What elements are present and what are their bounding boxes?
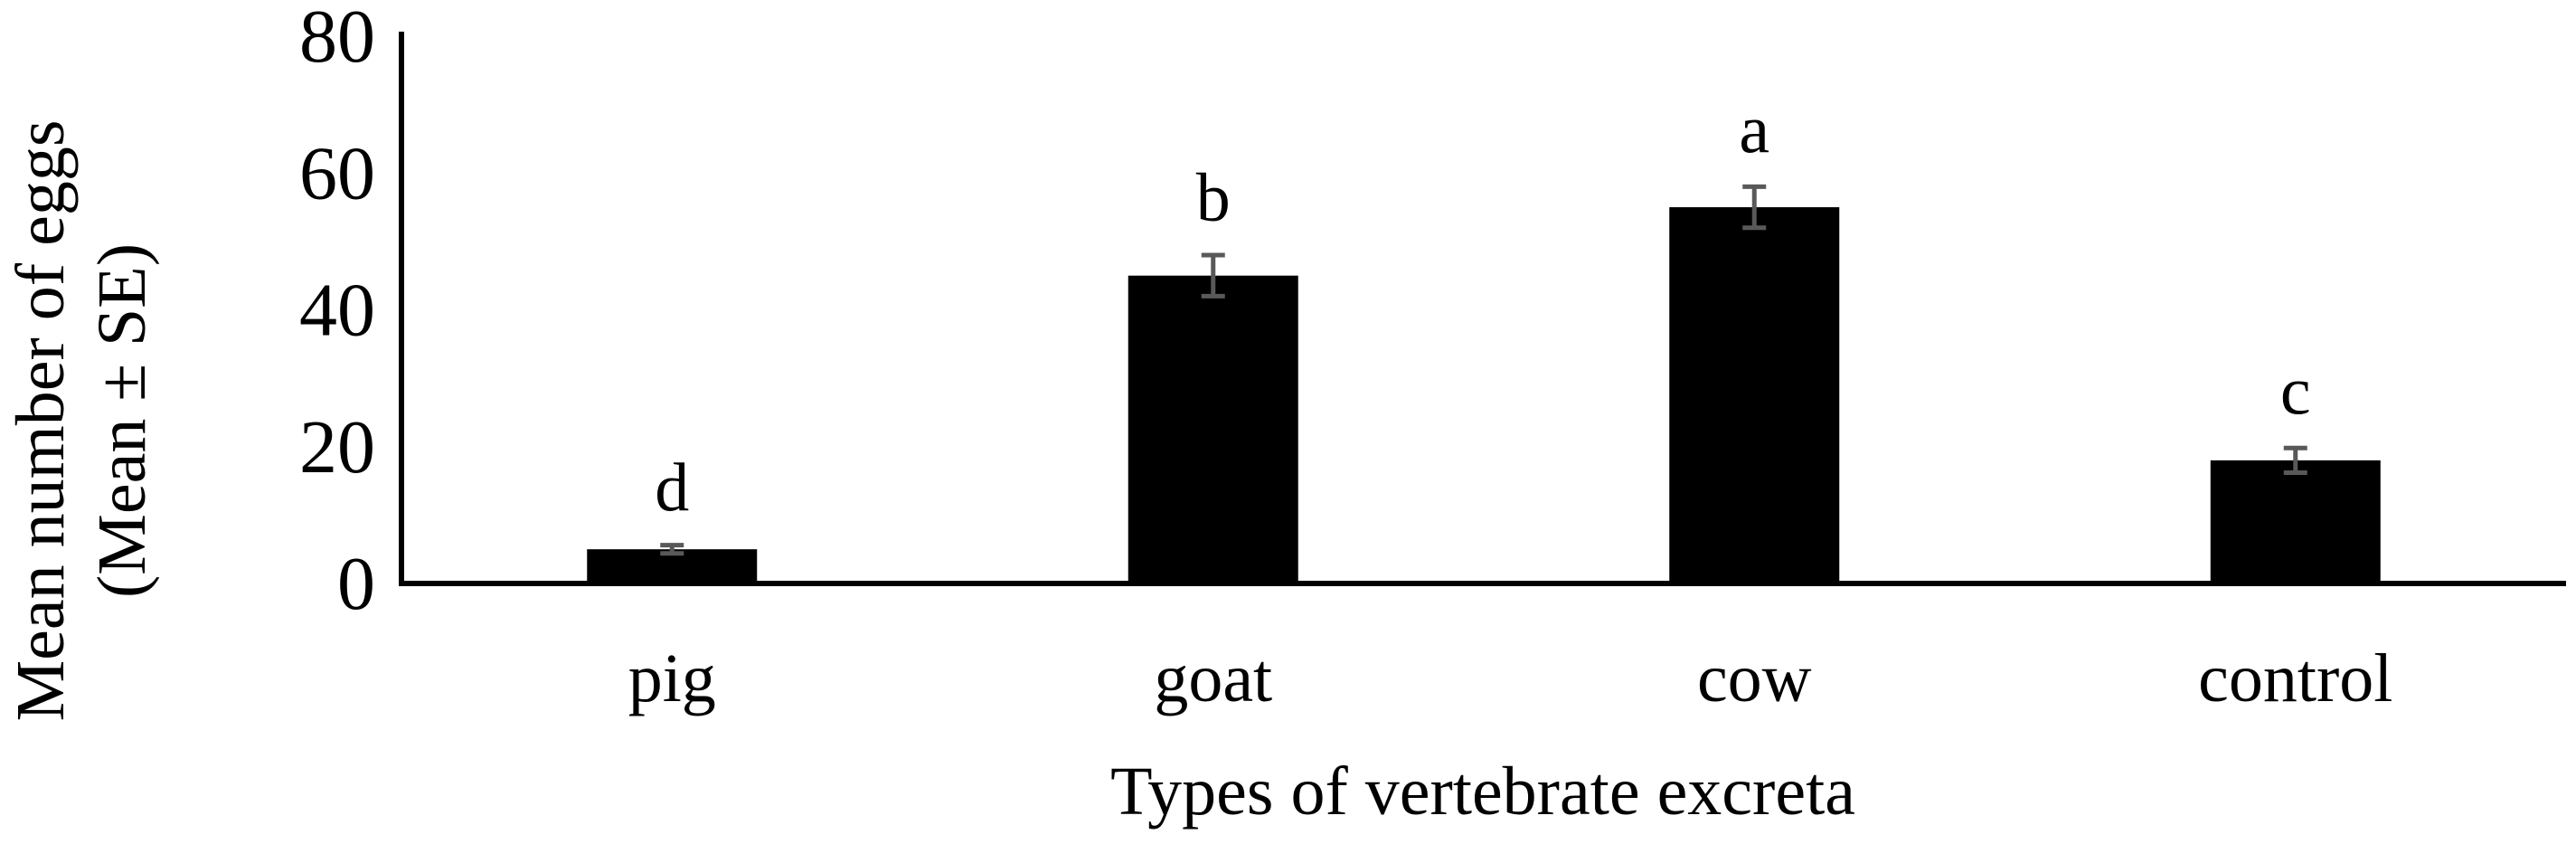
bar-goat [1128, 275, 1298, 583]
y-tick-label: 0 [337, 542, 375, 626]
y-axis-title: Mean number of eggs (Mean ± SE) [3, 120, 160, 722]
bar-cow [1669, 207, 1840, 583]
error-bars [660, 184, 2307, 556]
x-tick-label-goat: goat [1154, 640, 1272, 716]
significance-label-goat: b [1196, 160, 1231, 236]
error-bar-goat [1201, 252, 1225, 299]
y-tick-label: 20 [299, 405, 375, 489]
y-axis-ticks: 0 20 40 60 80 [299, 0, 375, 626]
bars [587, 207, 2381, 583]
x-tick-label-control: control [2198, 640, 2392, 716]
x-tick-label-pig: pig [628, 640, 716, 716]
x-tick-label-cow: cow [1697, 640, 1812, 716]
y-axis-title-line-1: Mean number of eggs [3, 120, 79, 722]
error-bar-cow [1742, 184, 1767, 231]
x-axis-title: Types of vertebrate excreta [1110, 754, 1855, 830]
x-axis-category-labels: pig goat cow control [628, 640, 2393, 716]
significance-label-control: c [2280, 353, 2311, 429]
significance-label-pig: d [655, 450, 689, 526]
bar-control [2210, 460, 2381, 583]
y-axis-title-line-2: (Mean ± SE) [84, 243, 160, 598]
y-tick-label: 80 [299, 0, 375, 79]
y-tick-label: 60 [299, 131, 375, 215]
error-bar-control [2283, 445, 2307, 475]
significance-labels: d b a c [655, 91, 2310, 526]
significance-label-cow: a [1739, 91, 1769, 167]
y-tick-label: 40 [299, 269, 375, 353]
error-bar-pig [660, 543, 684, 556]
